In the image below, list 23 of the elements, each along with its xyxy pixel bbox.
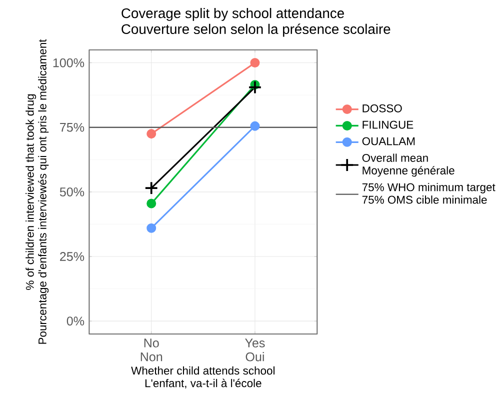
chart-title: Coverage split by school attendance <box>122 8 344 21</box>
legend-label: DOSSO <box>362 104 402 112</box>
legend-label: OUALLAM <box>362 137 415 146</box>
y-tick-label: 50% <box>60 187 84 196</box>
point <box>146 223 156 233</box>
point <box>146 128 156 138</box>
point <box>146 198 156 208</box>
y-tick-label: 25% <box>60 252 84 261</box>
y-tick-label: 100% <box>53 58 84 68</box>
chart-subtitle: Couverture selon selon la présence scolaire <box>122 23 390 37</box>
legend-label: 75% WHO minimum target 75% OMS cible minimale <box>362 182 496 204</box>
x-axis-title: Whether child attends school L'enfant, va-t-il à l'école <box>131 366 274 388</box>
legend-label: FILINGUE <box>362 120 414 129</box>
point <box>248 80 262 94</box>
point <box>250 121 260 131</box>
y-tick-label: 75% <box>60 122 84 132</box>
x-tick-label: No Non <box>140 338 162 362</box>
y-axis-title: % of children interviewed that took drug Pourcentage d'enfants interviewés qui ont pris le médicament <box>26 39 49 344</box>
point <box>250 58 260 68</box>
x-tick-label: Yes Oui <box>245 338 265 362</box>
point <box>144 181 158 195</box>
legend-label: Overall mean Moyenne générale <box>362 153 454 177</box>
y-tick-label: 0% <box>66 316 84 326</box>
